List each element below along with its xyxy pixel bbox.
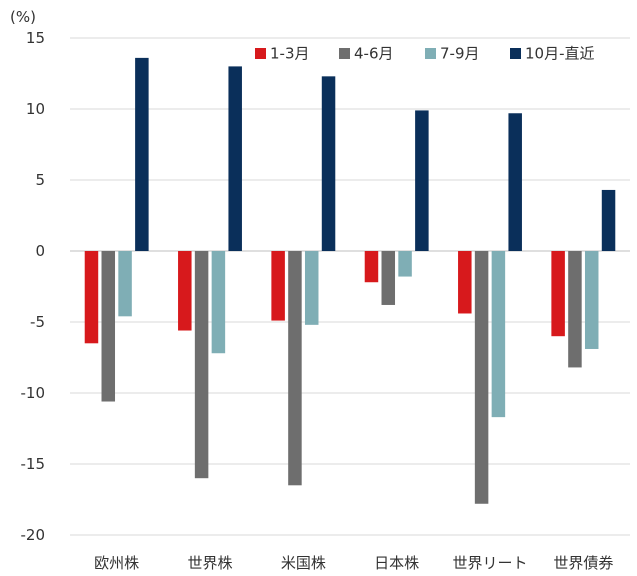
bar-0-1: [101, 251, 116, 402]
x-category-label: 世界リート: [452, 554, 527, 572]
bar-3-2: [398, 251, 412, 277]
legend-label-3: 10月-直近: [525, 45, 595, 63]
legend-label-0: 1-3月: [270, 45, 310, 63]
bar-1-1: [194, 251, 209, 479]
y-tick-label: -20: [21, 526, 46, 544]
bar-1-2: [211, 251, 226, 354]
legend-swatch-3: [510, 48, 521, 59]
x-category-label: 欧州株: [94, 554, 139, 572]
legend-swatch-1: [339, 48, 350, 59]
legend-swatch-0: [255, 48, 266, 59]
bar-5-1: [568, 251, 582, 368]
bar-2-1: [288, 251, 302, 486]
bar-5-3: [601, 189, 616, 251]
x-category-label: 日本株: [374, 554, 419, 572]
bar-3-3: [415, 110, 429, 251]
y-tick-label: 0: [35, 242, 45, 260]
y-unit-label: (%): [10, 8, 36, 26]
bars-layer: [84, 57, 616, 504]
legend-label-1: 4-6月: [354, 45, 394, 63]
bar-0-2: [118, 251, 132, 317]
bar-4-1: [474, 251, 489, 504]
bar-3-1: [381, 251, 396, 305]
bar-0-3: [135, 57, 149, 251]
legend-label-2: 7-9月: [440, 45, 480, 63]
y-tick-label: -15: [21, 455, 46, 473]
x-category-label: 世界債券: [553, 554, 613, 572]
x-category-label: 米国株: [281, 554, 326, 572]
y-tick-label: -5: [30, 313, 45, 331]
bar-4-0: [458, 251, 472, 314]
y-tick-label: 10: [26, 100, 45, 118]
bar-0-0: [84, 251, 99, 344]
bar-2-0: [271, 251, 285, 321]
bar-2-2: [304, 251, 319, 325]
bar-5-0: [551, 251, 565, 337]
bar-5-2: [584, 251, 599, 349]
y-tick-label: -10: [21, 384, 46, 402]
y-axis: 15 10 5 0 -5 -10 -15 -20: [21, 29, 46, 544]
legend-swatch-2: [425, 48, 436, 59]
bar-1-0: [178, 251, 192, 331]
y-tick-label: 5: [35, 171, 45, 189]
x-axis: 欧州株 世界株 米国株 日本株 世界リート 世界債券: [94, 554, 613, 572]
bar-2-3: [321, 76, 336, 251]
x-category-label: 世界株: [187, 554, 232, 572]
bar-4-2: [491, 251, 506, 418]
bar-4-3: [508, 113, 522, 251]
grid-layer: [70, 37, 630, 536]
bar-3-0: [364, 251, 379, 283]
legend: 1-3月 4-6月 7-9月 10月-直近: [255, 45, 595, 63]
y-tick-label: 15: [26, 29, 45, 47]
bar-1-3: [228, 66, 242, 252]
